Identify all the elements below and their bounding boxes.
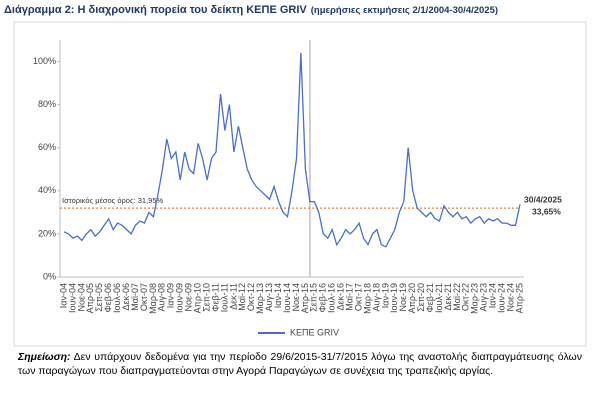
x-tick-label: Αυγ-13 [264,283,274,311]
x-tick-label: Ιουλ-06 [112,283,122,313]
x-tick-label: Ιαν-14 [273,283,283,308]
x-tick-label: Ιουν-19 [389,283,399,313]
x-tick-label: Ιουλ-21 [434,283,444,313]
y-tick-label: 100% [33,56,56,66]
x-tick-label: Αυγ-18 [371,283,381,311]
x-tick-label: Μαϊ-07 [130,283,140,311]
chart: Διάγραμμα 2: Η διαχρονική πορεία του δεί… [4,4,587,347]
x-tick-label: Μαρ-08 [148,283,158,314]
x-tick-label: Φεβ-21 [425,283,435,312]
y-tick-label: 20% [38,228,56,238]
x-tick-label: Απρ-25 [514,283,524,313]
x-tick-label: Νοε-04 [76,283,86,312]
x-tick-label: Απρ-20 [407,283,417,313]
subtitle: (ημερήσιες εκτιμήσεις 2/1/2004-30/4/2025… [311,5,498,16]
x-tick-label: Ιουλ-11 [219,283,229,312]
x-tick-label: Ιουν-14 [282,283,292,313]
title: Διάγραμμα 2: Η διαχρονική πορεία του δεί… [4,4,307,16]
x-tick-label: Φεβ-11 [210,283,220,312]
end-value: 33,65% [532,207,561,217]
x-tick-label: Απρ-15 [300,283,310,313]
x-tick-label: Μαϊ-12 [237,283,247,311]
x-tick-label: Ιουλ-16 [327,283,337,313]
x-tick-label: Οκτ-07 [139,283,149,311]
x-tick-label: Σεπ-15 [309,283,319,312]
x-tick-label: Απρ-05 [85,283,95,313]
x-tick-label: Φεβ-16 [318,283,328,312]
y-tick-label: 80% [38,99,56,109]
x-tick-label: Απρ-10 [192,283,202,313]
x-tick-label: Σεπ-10 [201,283,211,312]
note-text: Δεν υπάρχουν δεδομένα για την περίοδο 29… [18,351,582,377]
x-tick-label: Νοε-24 [505,283,515,312]
x-tick-label: Ιουν-04 [67,283,77,313]
x-tick-label: Φεβ-06 [103,283,113,312]
series-line [63,52,521,248]
mean-label: Ιστορικός μέσος όρος: 31,95% [62,196,164,205]
x-tick-label: Μαϊ-17 [344,283,354,311]
x-tick-label: Σεπ-05 [94,283,104,312]
x-tick-label: Ιαν-19 [380,283,390,308]
x-tick-label: Δεκ-11 [228,283,238,310]
x-tick-label: Σεπ-20 [416,283,426,312]
x-tick-label: Ιουν-09 [175,283,185,313]
x-tick-label: Οκτ-12 [246,283,256,311]
y-tick-label: 0% [43,271,56,281]
x-tick-label: Δεκ-21 [443,283,453,311]
x-tick-label: Νοε-09 [184,283,194,312]
x-tick-label: Οκτ-22 [461,283,471,311]
x-tick-label: Ιαν-09 [166,283,176,308]
x-tick-label: Μαρ-13 [255,283,265,314]
x-tick-label: Νοε-19 [398,283,408,312]
end-date: 30/4/2025 [524,195,562,205]
y-tick-label: 60% [38,142,56,152]
x-tick-label: Δεκ-16 [336,283,346,311]
x-tick-label: Αυγ-08 [157,283,167,311]
note: Σημείωση: Δεν υπάρχουν δεδομένα για την … [18,350,582,378]
x-tick-label: Μαρ-18 [362,283,372,314]
x-tick-label: Αυγ-23 [479,283,489,311]
x-tick-label: Ιουν-24 [496,283,506,313]
x-tick-label: Ιαν-04 [58,283,68,308]
x-tick-label: Οκτ-17 [353,283,363,311]
chart-title: Διάγραμμα 2: Η διαχρονική πορεία του δεί… [4,4,498,16]
x-tick-label: Νοε-14 [291,283,301,312]
x-tick-label: Ιαν-24 [488,283,498,308]
note-label: Σημείωση: [18,351,71,363]
legend-label: ΚΕΠΕ GRIV [290,327,339,337]
x-tick-label: Μαρ-23 [470,283,480,314]
y-tick-label: 40% [38,185,56,195]
x-tick-label: Μαϊ-22 [452,283,462,311]
chart-frame [13,21,587,347]
x-tick-label: Δεκ-06 [121,283,131,311]
